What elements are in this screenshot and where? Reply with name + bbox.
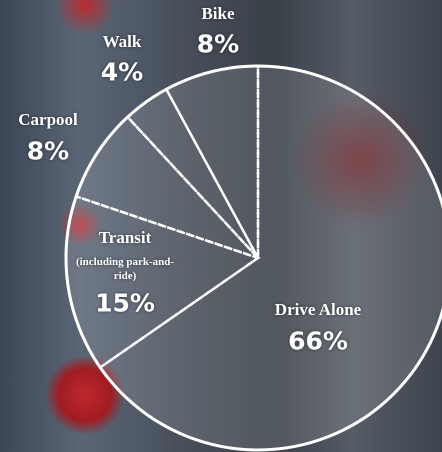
slice-label: Drive Alone: [274, 300, 362, 319]
value-label: 66%: [288, 326, 348, 356]
slice-label: Walk: [102, 32, 142, 51]
value-label: 4%: [100, 57, 144, 87]
slice-label: Bike: [201, 4, 235, 23]
value-label: 15%: [95, 288, 155, 318]
pie-outline: [64, 64, 442, 452]
value-label: 8%: [196, 29, 240, 59]
value-label: 8%: [26, 136, 70, 166]
slice-label: Transit: [98, 228, 152, 247]
slice-label: Carpool: [18, 110, 78, 129]
slice-note: (including park-and-ride): [75, 256, 175, 282]
